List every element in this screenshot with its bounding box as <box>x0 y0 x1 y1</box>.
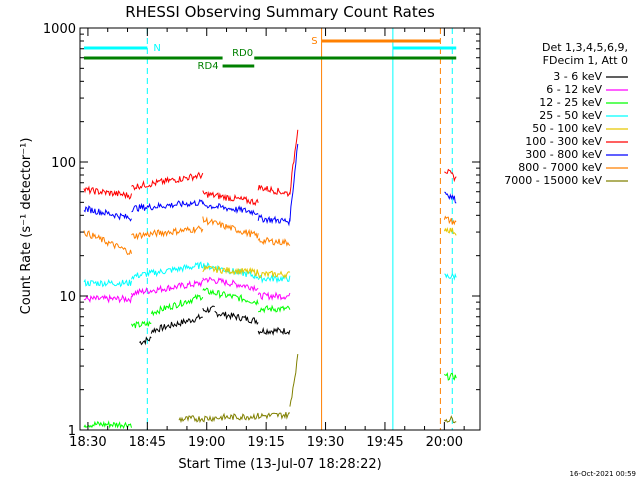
footer-timestamp: 16-Oct-2021 00:59 <box>570 470 636 478</box>
series-line <box>257 214 291 227</box>
series-line <box>289 354 299 407</box>
series-line <box>131 198 204 213</box>
legend-entry-label: 300 - 800 keV <box>525 148 602 161</box>
series-line <box>444 415 457 424</box>
x-tick-label: 20:00 <box>426 435 463 450</box>
axes-frame <box>79 27 481 431</box>
series-line <box>139 336 152 346</box>
series-line <box>443 227 457 236</box>
series-line <box>257 236 291 247</box>
y-tick-label: 10 <box>59 290 76 305</box>
flag-label: RD0 <box>232 48 253 59</box>
series-line <box>83 205 132 222</box>
x-tick-label: 19:15 <box>247 435 284 450</box>
series-line <box>257 326 291 336</box>
x-tick-label: 19:30 <box>307 435 344 450</box>
series-line <box>214 310 259 326</box>
legend-entry-label: 50 - 100 keV <box>532 122 602 135</box>
legend-entry-label: 12 - 25 keV <box>539 96 602 109</box>
series-line <box>131 225 204 241</box>
series-line <box>257 184 291 198</box>
series-line <box>150 313 203 334</box>
series-line <box>202 201 259 217</box>
flag-label: RD4 <box>198 61 219 72</box>
series-line <box>202 216 259 239</box>
legend-header-line: FDecim 1, Att 0 <box>543 54 628 67</box>
legend: Det 1,3,4,5,6,9,FDecim 1, Att 0 3 - 6 keV… <box>504 41 628 187</box>
series-line <box>202 264 259 276</box>
y-axis-label: Count Rate (s⁻¹ detector⁻¹) <box>19 138 34 315</box>
series-line <box>257 291 291 301</box>
series-line <box>83 185 132 200</box>
plot-area: N S RD0 RD4 <box>83 28 457 430</box>
series-line <box>443 215 457 226</box>
x-axis-label: Start Time (13-Jul-07 18:28:22) <box>178 457 381 472</box>
axes: 18:30 18:45 19:00 19:15 19:30 19:45 20:00 1 10 10… <box>43 22 481 450</box>
x-tick-label: 18:30 <box>69 435 106 450</box>
series-line <box>131 279 204 298</box>
series-line <box>202 190 259 207</box>
series-line <box>83 230 132 256</box>
series-line <box>289 129 299 195</box>
series-line <box>131 171 204 191</box>
series-line <box>131 261 203 281</box>
series-line <box>83 420 132 430</box>
legend-entry-label: 25 - 50 keV <box>539 109 602 122</box>
series-line <box>289 143 299 222</box>
legend-entry-label: 3 - 6 keV <box>553 70 602 83</box>
y-tick-label: 1000 <box>43 22 76 37</box>
series-line <box>444 191 457 204</box>
series-line <box>444 168 457 183</box>
series-line <box>131 320 152 329</box>
series-line <box>444 371 457 381</box>
legend-entry-label: 6 - 12 keV <box>546 83 602 96</box>
series-line <box>83 293 132 304</box>
series-line <box>202 276 259 293</box>
legend-entry-label: 7000 - 15000 keV <box>504 174 602 187</box>
series-line <box>257 270 291 280</box>
series-line <box>178 412 291 424</box>
y-tick-label: 1 <box>68 424 76 439</box>
y-tick-label: 100 <box>51 156 76 171</box>
series-line <box>444 272 457 281</box>
series-line <box>202 305 215 314</box>
x-tick-label: 19:00 <box>188 435 225 450</box>
x-tick-label: 18:45 <box>129 435 166 450</box>
series-line <box>150 293 204 317</box>
chart-title: RHESSI Observing Summary Count Rates <box>125 3 435 21</box>
series-line <box>202 287 259 306</box>
flag-label: S <box>311 36 317 47</box>
legend-header-line: Det 1,3,4,5,6,9, <box>542 41 628 54</box>
series-line <box>257 304 291 314</box>
series-line <box>83 278 132 288</box>
legend-entry-label: 100 - 300 keV <box>525 135 602 148</box>
flag-label: N <box>153 43 160 54</box>
x-tick-label: 19:45 <box>366 435 403 450</box>
legend-entry-label: 800 - 7000 keV <box>518 161 602 174</box>
